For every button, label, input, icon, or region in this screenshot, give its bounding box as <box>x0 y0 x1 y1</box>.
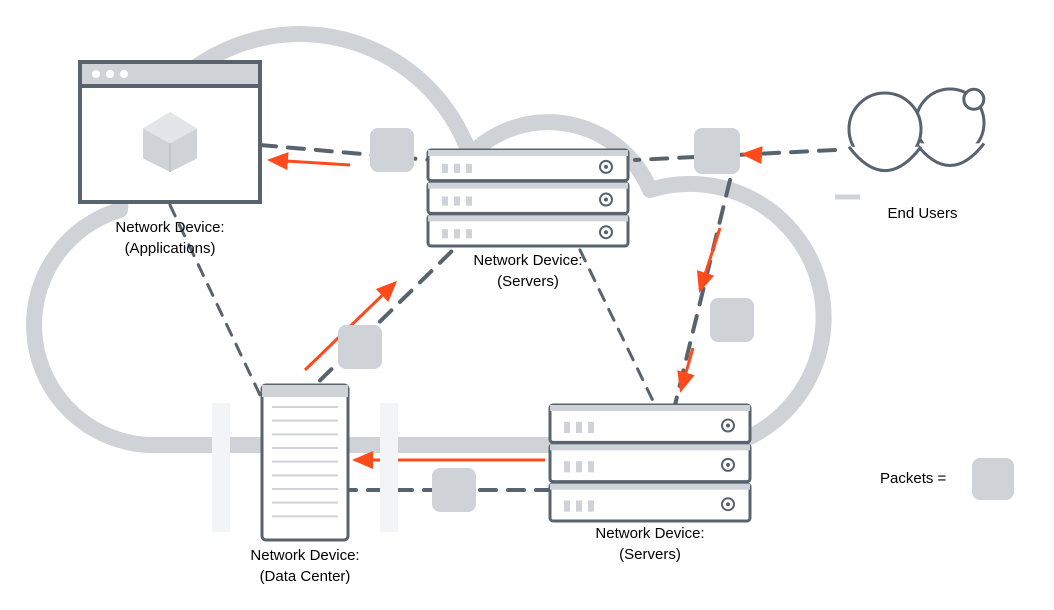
end-users-node <box>835 89 984 197</box>
servers-bottom-node <box>550 405 750 521</box>
edge <box>675 180 730 405</box>
packet-icon <box>694 128 740 174</box>
flow-arrow <box>270 160 350 165</box>
data_center-label: Network Device: (Data Center) <box>230 545 380 587</box>
packet-icon <box>338 325 382 369</box>
packet-icon <box>432 468 476 512</box>
packet-icon <box>370 128 414 172</box>
end_users-label: End Users <box>840 203 1005 224</box>
applications-label: Network Device: (Applications) <box>80 217 260 259</box>
applications-node <box>80 62 260 202</box>
cloud-outline <box>0 0 1054 610</box>
legend-label: Packets = <box>880 468 946 489</box>
servers-top-node <box>428 150 628 246</box>
servers_top-label: Network Device: (Servers) <box>428 250 628 292</box>
diagram-canvas: Network Device: (Applications) Network De… <box>0 0 1054 610</box>
servers_bot-label: Network Device: (Servers) <box>550 523 750 565</box>
flow-arrow <box>744 154 760 155</box>
data-center-node <box>212 385 398 540</box>
flow-arrow <box>700 228 720 290</box>
packet-icon <box>972 458 1014 500</box>
packet-icon <box>710 298 754 342</box>
